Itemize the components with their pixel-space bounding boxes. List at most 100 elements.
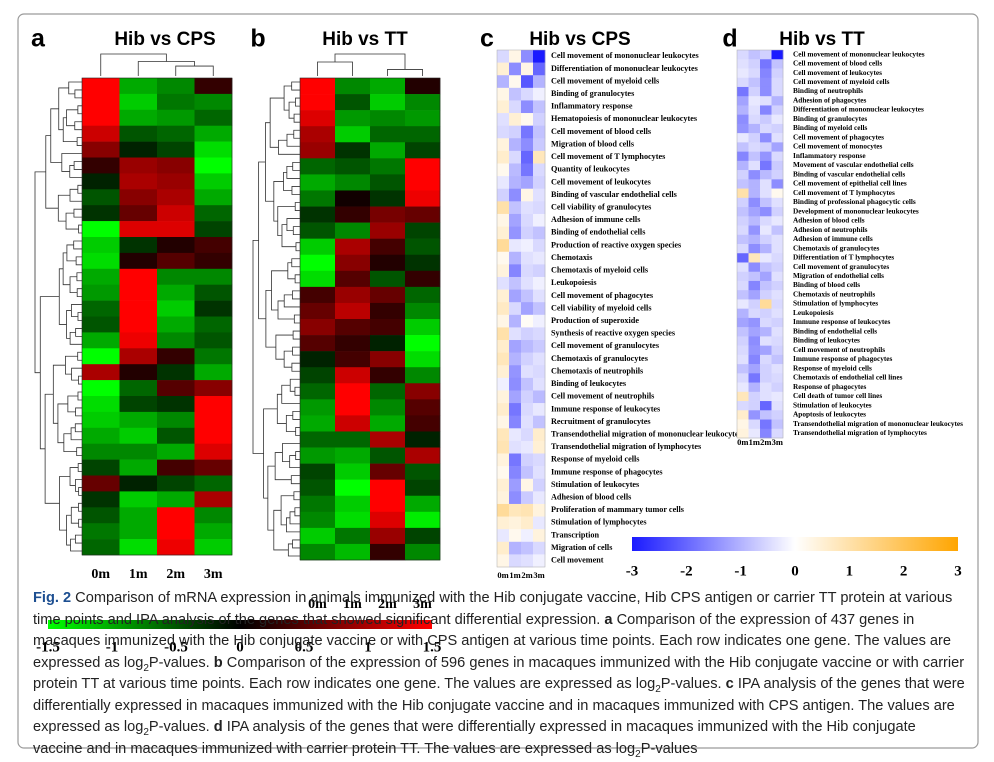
heatmap-cell xyxy=(157,491,195,508)
dendrogram-branch xyxy=(267,465,276,531)
row-label: Cell movement of mononuclear leukocytes xyxy=(551,51,699,60)
heatmap-cell xyxy=(771,207,784,217)
dendrogram-branch xyxy=(387,69,423,76)
heatmap-cell xyxy=(771,345,784,356)
panel-title: Hib vs TT xyxy=(322,29,408,50)
heatmap-cell xyxy=(748,59,761,69)
heatmap-cell xyxy=(737,114,749,125)
dendrogram-branch xyxy=(286,133,300,147)
heatmap-cell xyxy=(370,110,406,127)
dendrogram-branch xyxy=(76,137,82,146)
heatmap-cell xyxy=(300,286,336,304)
heatmap-cell xyxy=(509,50,522,63)
heatmap-cell xyxy=(737,197,749,208)
heatmap-cell xyxy=(300,190,336,207)
panel-label: d xyxy=(722,25,737,53)
heatmap-cell xyxy=(521,453,534,467)
heatmap-cell xyxy=(370,399,406,416)
heatmap-cell xyxy=(157,268,195,285)
heatmap-cell xyxy=(157,141,195,158)
heatmap-cell xyxy=(737,354,749,365)
heatmap-cell xyxy=(119,411,158,429)
dendrogram-branch xyxy=(281,224,296,248)
heatmap-cell xyxy=(335,142,371,159)
heatmap-cell xyxy=(405,190,441,207)
heatmap-cell xyxy=(497,276,510,290)
row-label: Chemotaxis of neutrophils xyxy=(551,366,643,375)
heatmap-cell xyxy=(157,427,195,444)
heatmap-cell xyxy=(533,440,546,454)
colorbar-tick-label: -0.5 xyxy=(164,639,188,655)
heatmap-cell xyxy=(760,188,772,199)
heatmap-cell xyxy=(760,290,772,300)
heatmap-cell xyxy=(497,125,510,139)
heatmap-cell xyxy=(370,543,406,561)
heatmap-cell xyxy=(760,123,772,134)
dendrogram-branch xyxy=(71,367,82,381)
heatmap-cell xyxy=(157,443,195,460)
row-label: Adhesion of blood cells xyxy=(793,216,865,225)
heatmap-cell xyxy=(521,100,534,114)
colorbar-tick-label: 0.5 xyxy=(295,639,314,655)
heatmap-cell xyxy=(748,216,761,226)
row-label: Immune response of leukocytes xyxy=(793,317,891,326)
heatmap-cell xyxy=(82,141,120,158)
heatmap-cell xyxy=(737,271,749,282)
row-label: Adhesion of immune cells xyxy=(793,234,873,243)
heatmap-cell xyxy=(521,491,534,505)
heatmap-cell xyxy=(82,380,120,397)
heatmap-cell xyxy=(737,327,749,337)
heatmap-cell xyxy=(370,286,406,304)
row-label: Cell death of tumor cell lines xyxy=(793,391,882,400)
dendrogram-branch xyxy=(289,378,300,392)
dendrogram-branch xyxy=(100,53,167,76)
heatmap-cell xyxy=(82,443,120,460)
heatmap-cell xyxy=(748,170,761,180)
row-label: Cell movement of phagocytes xyxy=(793,132,884,141)
heatmap-cell xyxy=(737,244,749,254)
heatmap-cell xyxy=(497,251,510,265)
heatmap-cell xyxy=(194,125,233,142)
heatmap-frame xyxy=(496,49,546,568)
heatmap-cell xyxy=(771,253,784,263)
heatmap-cell xyxy=(533,100,546,114)
dendrogram-branch xyxy=(283,350,293,368)
dendrogram-branch xyxy=(278,139,300,155)
dendrogram-branch xyxy=(58,87,69,131)
heatmap-cell xyxy=(533,466,546,480)
dendrogram-branch xyxy=(61,153,82,172)
heatmap-cell xyxy=(533,276,546,290)
heatmap-cell xyxy=(737,86,749,97)
heatmap-cell xyxy=(760,179,772,189)
row-label: Differentiation of T lymphocytes xyxy=(793,253,894,262)
heatmap-cell xyxy=(497,453,510,467)
heatmap-cell xyxy=(194,173,233,190)
heatmap-cell xyxy=(771,299,784,309)
column-label: 0m xyxy=(497,570,508,580)
dendrogram-branch xyxy=(295,242,300,252)
heatmap-cell xyxy=(771,142,784,152)
row-label: Cell movement of mononuclear leukocytes xyxy=(793,49,925,58)
heatmap-cell xyxy=(405,543,441,561)
heatmap-cell xyxy=(533,150,546,164)
heatmap-cell xyxy=(737,336,749,346)
caption-text: c xyxy=(725,676,734,692)
heatmap-cell xyxy=(370,351,406,368)
heatmap-cell xyxy=(509,403,522,416)
heatmap-cell xyxy=(194,491,233,508)
heatmap-cell xyxy=(771,364,784,374)
heatmap-cell xyxy=(748,308,761,319)
heatmap-cell xyxy=(119,173,158,190)
heatmap-cell xyxy=(748,382,761,393)
heatmap-cell xyxy=(300,94,336,111)
heatmap-cell xyxy=(737,68,749,79)
heatmap-cell xyxy=(760,308,772,319)
heatmap-cell xyxy=(533,188,546,202)
colorbar-tick-label: -3 xyxy=(626,563,639,579)
heatmap-cell xyxy=(194,78,233,95)
heatmap-cell xyxy=(509,440,522,454)
heatmap-cell xyxy=(157,380,195,397)
dendrogram-branch xyxy=(66,244,77,262)
row-label: Transendothelial migration of lymphocyte… xyxy=(793,428,927,437)
heatmap-cell xyxy=(521,390,534,404)
